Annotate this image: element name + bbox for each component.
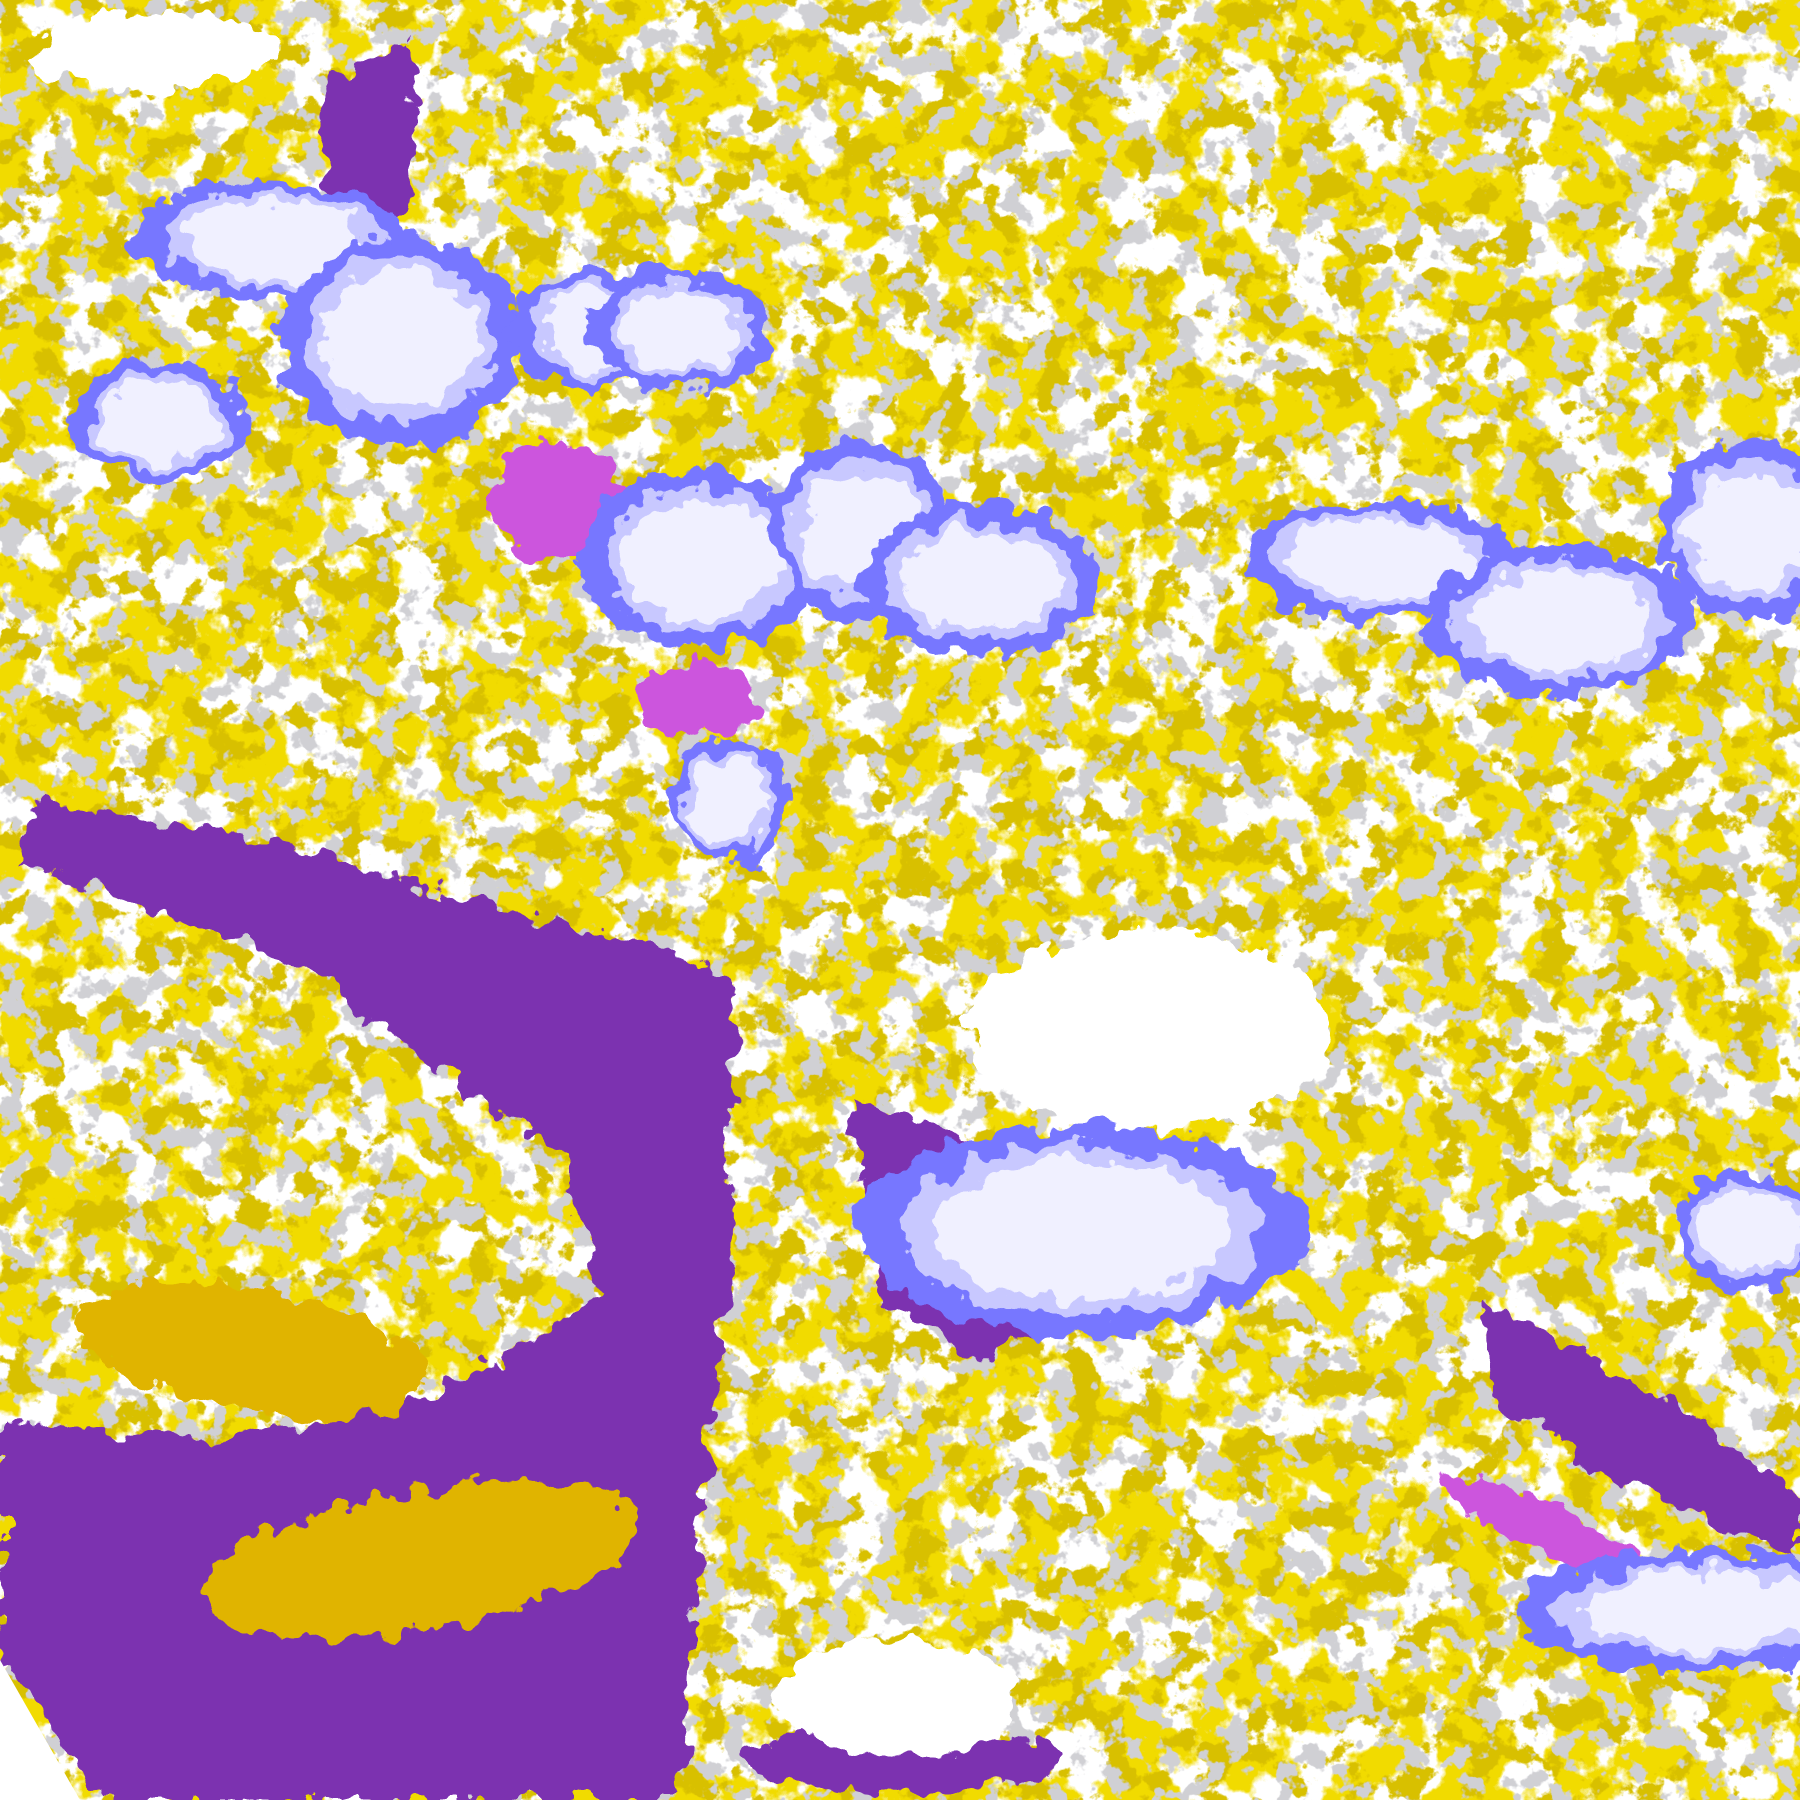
- gold-band: [203, 1481, 637, 1639]
- clear-area: [970, 930, 1330, 1130]
- cloud-core-pale: [1470, 570, 1650, 670]
- cloud-core-pale: [1580, 1570, 1800, 1650]
- cloud-core-pale: [900, 530, 1060, 630]
- cloud-core-pale: [320, 270, 480, 410]
- cloud-core-pale: [620, 500, 780, 620]
- cloud-core-pale: [930, 1160, 1230, 1300]
- cloud-core-pale: [620, 290, 740, 370]
- clear-area: [780, 1640, 1020, 1760]
- magenta-patch: [640, 660, 760, 740]
- cloud-core-pale: [690, 760, 770, 840]
- purple-region: [1480, 1300, 1800, 1560]
- cloud-core-pale: [1690, 470, 1800, 590]
- cloud-core-pale: [100, 380, 220, 460]
- magenta-patch: [1440, 1474, 1660, 1586]
- cloud-core-pale: [1290, 520, 1470, 600]
- cloud-core-pale: [180, 200, 360, 280]
- gold-band: [72, 1283, 428, 1417]
- cloud-core-pale: [1700, 1190, 1800, 1270]
- purple-region: [320, 40, 420, 230]
- clear-area: [30, 10, 270, 90]
- class-regions: [0, 10, 1800, 1800]
- no-data-corner: [0, 1660, 80, 1800]
